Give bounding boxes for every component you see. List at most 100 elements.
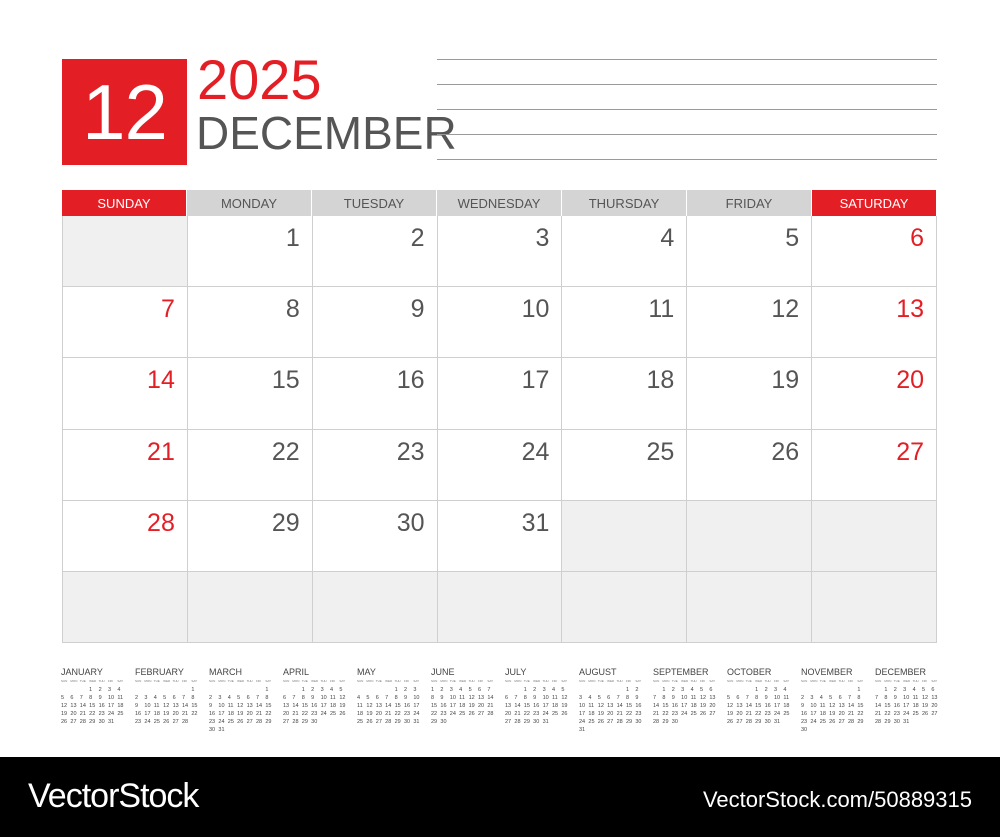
day-cell[interactable]: 9 (311, 287, 437, 359)
mini-month-title: DECEMBER (875, 667, 927, 677)
mini-day: 24 (681, 711, 688, 717)
mini-week-row: 25 26 27 28 29 30 31 (357, 719, 431, 727)
mini-day: 8 (523, 695, 527, 701)
day-cell[interactable]: 25 (561, 429, 687, 501)
day-cell[interactable]: 17 (436, 358, 562, 430)
mini-weekday: FRI (847, 679, 853, 683)
mini-day: 6 (931, 687, 935, 693)
mini-weekday-row: SUN MON TUE WED THU FRI SAT (875, 679, 949, 687)
day-cell[interactable]: 5 (686, 216, 812, 288)
mini-day: 10 (107, 695, 115, 701)
note-line (437, 134, 937, 135)
day-cell[interactable]: 7 (62, 287, 187, 359)
mini-week-row: 8 9 10 11 12 13 14 (431, 695, 505, 703)
mini-weekday: SUN (61, 679, 68, 683)
day-cell[interactable]: 22 (186, 429, 312, 501)
day-cell[interactable]: 21 (62, 429, 187, 501)
day-cell[interactable]: 2 (311, 216, 437, 288)
mini-weekday: FRI (699, 679, 705, 683)
mini-weekday: WED (681, 679, 689, 683)
mini-weekday: WED (311, 679, 319, 683)
day-cell[interactable]: 18 (561, 358, 687, 430)
mini-day (163, 687, 172, 695)
mini-day (209, 687, 218, 695)
mini-day: 3 (773, 687, 778, 693)
mini-day: 26 (727, 719, 734, 725)
mini-day: 7 (385, 695, 389, 701)
mini-day: 31 (413, 719, 420, 725)
mini-month-july: JULY SUN MON TUE WED THU FRI SAT 1 2 3 4 5 6 7 8 9 10 11 12… (505, 667, 579, 735)
day-cell[interactable]: 8 (186, 287, 312, 359)
mini-weekday: THU (542, 679, 549, 683)
weekday-header-friday: FRIDAY (687, 190, 812, 216)
mini-weekday: WED (89, 679, 97, 683)
mini-day: 23 (764, 711, 771, 717)
empty-day-cell (561, 500, 687, 572)
day-cell[interactable]: 29 (186, 500, 312, 572)
day-cell[interactable]: 23 (311, 429, 437, 501)
mini-day: 14 (745, 703, 752, 709)
day-cell[interactable]: 19 (686, 358, 812, 430)
mini-day: 1 (755, 687, 759, 693)
day-cell[interactable]: 12 (686, 287, 812, 359)
day-cell[interactable]: 10 (436, 287, 562, 359)
day-cell[interactable]: 13 (811, 287, 938, 359)
mini-day: 15 (431, 703, 438, 709)
day-cell[interactable]: 31 (436, 500, 562, 572)
mini-day: 4 (551, 687, 556, 693)
day-cell[interactable]: 16 (311, 358, 437, 430)
day-cell[interactable]: 15 (186, 358, 312, 430)
mini-weekday: SAT (487, 679, 493, 683)
mini-day: 25 (357, 719, 364, 725)
mini-month-september: SEPTEMBER SUN MON TUE WED THU FRI SAT 1 2 3 4 5 6 7 8 9 1… (653, 667, 727, 735)
day-cell[interactable]: 20 (811, 358, 938, 430)
mini-day: 8 (301, 695, 305, 701)
mini-weekday: SAT (413, 679, 419, 683)
mini-day: 3 (107, 687, 112, 693)
day-cell[interactable]: 27 (811, 429, 938, 501)
mini-day: 22 (625, 711, 633, 717)
mini-day: 12 (921, 695, 929, 701)
mini-day: 28 (616, 719, 623, 725)
mini-week-row: 16 17 18 19 20 21 22 (135, 711, 209, 719)
mini-month-title: APRIL (283, 667, 310, 677)
mini-day: 22 (394, 711, 401, 717)
empty-day-cell (436, 571, 562, 644)
mini-day: 16 (440, 703, 447, 709)
mini-day: 12 (597, 703, 604, 709)
day-cell[interactable]: 24 (436, 429, 562, 501)
mini-day: 10 (773, 695, 781, 701)
mini-day: 9 (98, 695, 102, 701)
day-cell[interactable]: 11 (561, 287, 687, 359)
mini-day: 28 (875, 719, 882, 725)
mini-day: 13 (172, 703, 179, 709)
day-cell[interactable]: 3 (436, 216, 562, 288)
mini-day: 29 (625, 719, 633, 725)
mini-day: 4 (459, 687, 463, 693)
mini-weekday-row: SUN MON TUE WED THU FRI SAT (431, 679, 505, 687)
mini-day (607, 687, 616, 695)
mini-week-row: 23 24 25 26 27 28 29 (209, 719, 283, 727)
mini-day: 31 (773, 719, 781, 725)
mini-day (191, 719, 200, 727)
mini-week-row: 12 13 14 15 16 17 18 (727, 703, 801, 711)
mini-weekday: TUE (523, 679, 530, 683)
mini-day: 22 (265, 711, 272, 717)
day-cell[interactable]: 14 (62, 358, 187, 430)
mini-day: 8 (857, 695, 861, 701)
mini-day: 4 (153, 695, 157, 701)
mini-day: 11 (551, 695, 558, 701)
day-cell[interactable]: 26 (686, 429, 812, 501)
day-cell[interactable]: 6 (811, 216, 938, 288)
mini-day: 16 (209, 711, 216, 717)
day-cell[interactable]: 4 (561, 216, 687, 288)
mini-day: 18 (912, 703, 919, 709)
mini-week-row: 12 13 14 15 16 17 18 (61, 703, 135, 711)
day-cell[interactable]: 28 (62, 500, 187, 572)
mini-day: 18 (551, 703, 559, 709)
mini-day: 10 (903, 695, 910, 701)
day-cell[interactable]: 30 (311, 500, 437, 572)
day-cell[interactable]: 1 (186, 216, 312, 288)
